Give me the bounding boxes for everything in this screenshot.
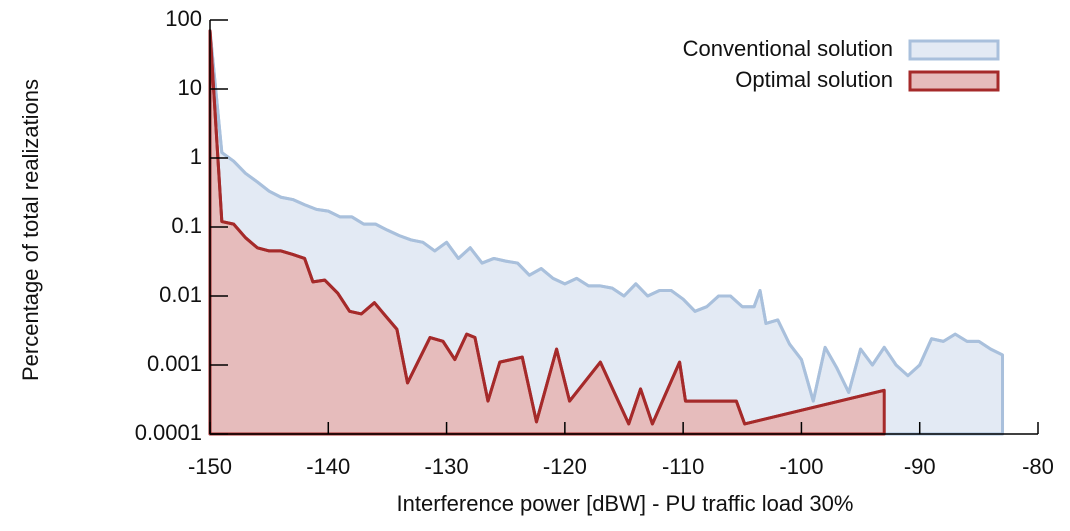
y-tick-label: 100: [165, 6, 202, 31]
y-tick-label: 0.0001: [135, 420, 202, 445]
x-tick-label: -90: [904, 454, 936, 479]
legend-label: Optimal solution: [735, 67, 893, 92]
series-line: [208, 30, 1004, 403]
y-axis-label: Percentage of total realizations: [18, 79, 43, 381]
x-tick-label: -150: [188, 454, 232, 479]
x-tick-label: -110: [662, 454, 704, 479]
y-tick-label: 1: [190, 144, 202, 169]
legend-swatch: [908, 39, 1000, 61]
x-axis-label: Interference power [dBW] - PU traffic lo…: [397, 491, 854, 516]
y-tick-label: 0.01: [159, 282, 202, 307]
series-line: [208, 30, 885, 426]
y-tick-label: 10: [178, 75, 202, 100]
legend-swatch: [908, 70, 1000, 92]
legend-label: Conventional solution: [683, 36, 893, 61]
x-tick-label: -130: [425, 454, 469, 479]
x-tick-label: -100: [779, 454, 823, 479]
x-tick-label: -80: [1022, 454, 1054, 479]
x-tick-label: -120: [543, 454, 587, 479]
y-tick-label: 0.001: [147, 351, 202, 376]
x-tick-label: -140: [306, 454, 350, 479]
y-tick-label: 0.1: [171, 213, 202, 238]
